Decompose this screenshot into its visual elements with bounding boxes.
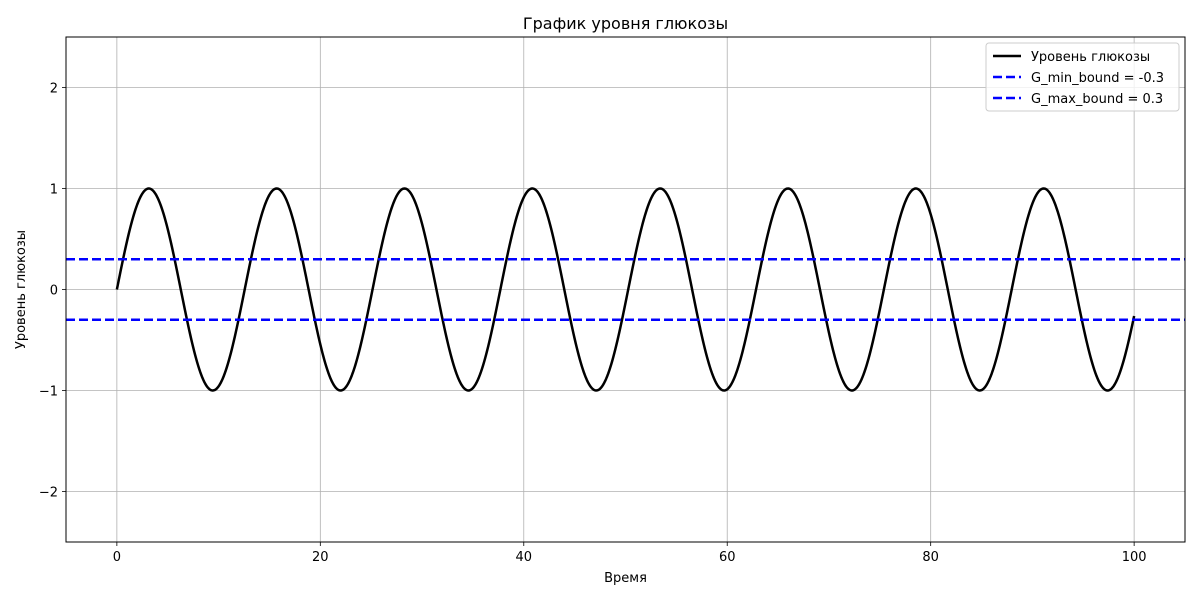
series-layer [66,187,1185,392]
legend: Уровень глюкозы G_min_bound = -0.3 G_max… [985,42,1180,112]
x-axis-label: Время [604,571,647,586]
x-tick-label: 60 [719,550,736,565]
x-tick-label: 0 [113,550,121,565]
legend-label-glucose: Уровень глюкозы [1031,50,1150,65]
grid [66,37,1185,542]
x-tick-label: 100 [1122,550,1147,565]
series-glucose-line [115,187,1136,392]
x-tick-label: 80 [922,550,939,565]
y-tick-label: 0 [50,284,58,299]
y-axis-label: Уровень глюкозы [14,230,29,349]
legend-label-max-bound: G_max_bound = 0.3 [1031,92,1163,107]
chart-title: График уровня глюкозы [523,14,728,33]
x-tick-label: 20 [312,550,329,565]
legend-label-min-bound: G_min_bound = -0.3 [1031,71,1164,86]
ticks: 0 20 40 60 80 100 −2 −1 0 1 2 [39,82,1147,566]
y-tick-label: −2 [39,486,58,501]
legend-box [985,42,1180,112]
y-tick-label: 1 [50,183,58,198]
y-tick-label: 2 [50,82,58,97]
x-tick-label: 40 [515,550,532,565]
y-tick-label: −1 [39,385,58,400]
